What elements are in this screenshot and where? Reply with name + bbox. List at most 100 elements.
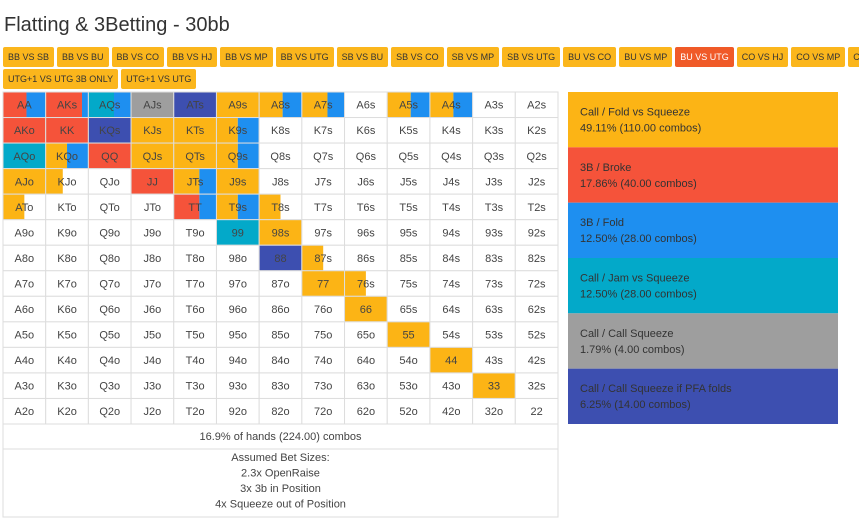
cell xyxy=(429,219,473,246)
hand-label: 53o xyxy=(399,381,417,393)
hand-label: TT xyxy=(188,202,202,214)
hand-label: 86s xyxy=(357,253,375,265)
hand-label: 62o xyxy=(357,406,375,418)
tab[interactable]: BB VS HJ xyxy=(167,47,218,67)
cell xyxy=(88,347,132,373)
hand-label: 62s xyxy=(528,304,546,316)
cell-fill xyxy=(3,117,46,144)
hand-label: KJo xyxy=(58,176,77,188)
legend-name: Call / Jam vs Squeeze xyxy=(580,273,689,285)
cell xyxy=(301,117,345,144)
cell xyxy=(301,347,345,373)
hand-label: J3s xyxy=(485,176,503,188)
cell xyxy=(88,398,132,424)
cell xyxy=(3,245,46,271)
cell-fill xyxy=(114,92,132,118)
cell xyxy=(259,296,302,322)
legend-name: 3B / Broke xyxy=(580,162,631,174)
hand-label: K3o xyxy=(57,381,77,393)
cell xyxy=(344,194,388,220)
tab[interactable]: SB VS CO xyxy=(391,47,444,67)
hand-label: 53s xyxy=(485,330,503,342)
tab[interactable]: CO VS UTG xyxy=(848,47,859,67)
hand-label: 64o xyxy=(357,355,375,367)
hand-label: 85s xyxy=(400,253,418,265)
cell xyxy=(344,92,388,118)
hand-label: J7o xyxy=(144,278,162,290)
tab[interactable]: SB VS BU xyxy=(336,47,389,67)
legend-swatch xyxy=(568,147,838,203)
hand-label: A5s xyxy=(399,100,418,112)
hand-label: 84s xyxy=(442,253,460,265)
cell xyxy=(515,398,558,424)
hand-label: 66 xyxy=(360,304,372,316)
cell xyxy=(344,347,388,373)
cell-fill xyxy=(131,168,174,195)
cell-fill xyxy=(216,194,238,220)
hand-label: K2o xyxy=(57,406,77,418)
hand-label: 44 xyxy=(445,355,457,367)
hand-label: T7o xyxy=(186,278,205,290)
tab[interactable]: UTG+1 VS UTG xyxy=(121,69,197,89)
legend-detail: 17.86% (40.00 combos) xyxy=(580,178,697,190)
tab[interactable]: BB VS MP xyxy=(220,47,273,67)
hand-label: KTs xyxy=(186,125,205,137)
tab[interactable]: BU VS CO xyxy=(563,47,617,67)
cell-fill xyxy=(429,92,454,118)
cell xyxy=(173,296,217,322)
cell xyxy=(515,117,558,144)
hand-label: 43s xyxy=(485,355,503,367)
cell xyxy=(515,321,558,348)
hand-label: AJo xyxy=(15,176,34,188)
cell xyxy=(216,270,260,297)
tab[interactable]: BB VS BU xyxy=(57,47,109,67)
tab[interactable]: BB VS CO xyxy=(111,47,165,67)
hand-label: 54s xyxy=(442,330,460,342)
cell xyxy=(88,270,132,297)
hand-label: J5o xyxy=(144,330,162,342)
hand-label: KQs xyxy=(99,125,121,137)
hand-label: K6o xyxy=(57,304,77,316)
tab[interactable]: BB VS SB xyxy=(3,47,55,67)
cell xyxy=(472,321,516,348)
tab[interactable]: BU VS MP xyxy=(619,47,673,67)
cell xyxy=(344,117,388,144)
tab[interactable]: BB VS UTG xyxy=(275,47,334,67)
hand-label: A4o xyxy=(15,355,35,367)
cell xyxy=(173,321,217,348)
hand-label: KK xyxy=(60,125,75,137)
hand-label: JTs xyxy=(187,176,204,188)
cell xyxy=(301,398,345,424)
cell-fill xyxy=(259,245,302,271)
cell xyxy=(3,321,46,348)
cell xyxy=(216,398,260,424)
tab[interactable]: SB VS MP xyxy=(446,47,500,67)
cell-fill xyxy=(173,92,217,118)
cell-fill xyxy=(216,92,260,118)
cell-fill xyxy=(173,117,217,144)
hand-label: K7o xyxy=(57,278,77,290)
cell xyxy=(131,347,174,373)
cell xyxy=(301,372,345,399)
hand-label: JJ xyxy=(147,176,158,188)
cell-fill xyxy=(131,143,174,169)
tab[interactable]: UTG+1 VS UTG 3B ONLY xyxy=(3,69,119,89)
tab[interactable]: CO VS MP xyxy=(791,47,846,67)
hand-label: ATs xyxy=(186,100,204,112)
cell xyxy=(45,296,89,322)
note: Assumed Bet Sizes: xyxy=(231,452,329,464)
legend-detail: 12.50% (28.00 combos) xyxy=(580,289,697,301)
cell xyxy=(173,219,217,246)
hand-label: T7s xyxy=(314,202,333,214)
cell xyxy=(216,296,260,322)
tab[interactable]: BU VS UTG xyxy=(675,47,734,67)
cell-fill xyxy=(259,194,281,220)
tab[interactable]: CO VS HJ xyxy=(736,47,789,67)
cell-fill xyxy=(173,143,217,169)
cell xyxy=(259,321,302,348)
hand-label: K9o xyxy=(57,227,77,239)
hand-label: T9o xyxy=(186,227,205,239)
cell-fill xyxy=(216,143,238,169)
note: 3x 3b in Position xyxy=(240,483,321,495)
tab[interactable]: SB VS UTG xyxy=(502,47,561,67)
